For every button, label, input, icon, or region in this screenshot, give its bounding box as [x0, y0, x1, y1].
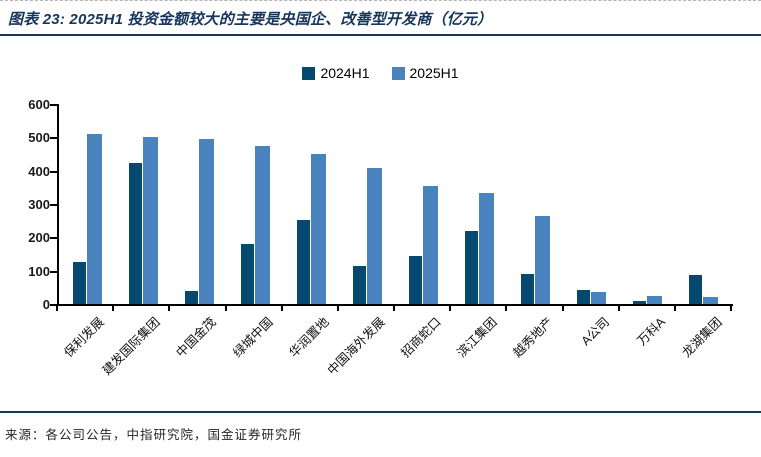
y-axis-line [57, 104, 59, 306]
bar-2024h1 [128, 162, 142, 304]
plot-area [59, 104, 731, 304]
y-tick-label: 300 [28, 197, 50, 212]
x-tick-mark [280, 306, 283, 311]
bar-2024h1 [688, 274, 702, 304]
bar-2025h1 [422, 186, 438, 304]
x-tick-mark [336, 306, 339, 311]
x-tick-mark [56, 306, 58, 311]
x-tick-mark [730, 306, 732, 311]
x-category-label: 中国金茂 [173, 314, 220, 361]
bar-2024h1 [632, 301, 646, 304]
bar-2024h1 [352, 265, 366, 304]
bar-2024h1 [240, 244, 254, 304]
x-category-label: 绿城中国 [230, 314, 276, 361]
y-tick-label: 400 [28, 163, 50, 179]
x-tick-mark [168, 306, 171, 311]
y-tick-mark [50, 270, 57, 273]
bar-2024h1 [184, 290, 198, 304]
x-tick-mark [393, 306, 395, 311]
y-tick-mark [50, 304, 57, 306]
bar-2025h1 [478, 192, 494, 304]
source-note: 来源：各公司公告，中指研究院，国金证券研究所 [5, 428, 303, 442]
bar-2024h1 [408, 255, 422, 304]
bar-2025h1 [534, 216, 550, 304]
bar-2024h1 [464, 230, 478, 304]
bar-2024h1 [576, 290, 590, 304]
x-category-label: 华润置地 [286, 314, 332, 361]
x-category-label: 建发国际集团 [100, 314, 163, 378]
x-tick-mark [112, 306, 115, 311]
bar-2024h1 [296, 219, 310, 304]
legend-swatch-2025h1-icon [391, 66, 405, 80]
y-tick-mark [50, 104, 57, 106]
bar-group [675, 104, 731, 304]
figure-title: 图表 23: 2025H1 投资金额较大的主要是央国企、改善型开发商（亿元） [8, 11, 493, 28]
bar-2024h1 [520, 273, 534, 304]
bar-group [227, 104, 283, 304]
y-tick-label: 600 [28, 97, 50, 112]
bar-2025h1 [366, 168, 382, 304]
bar-2025h1 [646, 295, 662, 304]
legend-item-2024h1: 2024H1 [302, 65, 370, 81]
y-tick-label: 0 [42, 297, 50, 312]
y-tick-mark [50, 137, 57, 140]
bar-group [171, 104, 227, 304]
bar-2025h1 [310, 154, 326, 304]
x-axis-line [57, 304, 733, 306]
x-tick-mark [673, 306, 676, 311]
bar-2025h1 [198, 139, 214, 304]
x-tick-mark [505, 306, 508, 311]
x-category-label: 龙湖集团 [679, 314, 725, 361]
x-tick-mark [224, 306, 227, 311]
x-category-label: 滨江集团 [454, 314, 500, 361]
x-category-label: 保利发展 [61, 314, 107, 361]
x-tick-mark [617, 306, 620, 311]
bar-2025h1 [86, 134, 102, 304]
bar-2025h1 [142, 137, 158, 304]
y-tick-label: 200 [28, 230, 50, 246]
y-tick-mark [50, 237, 57, 240]
x-category-label: 万科A [635, 314, 669, 349]
legend-label-2024h1: 2024H1 [320, 65, 370, 81]
title-divider [0, 34, 761, 36]
y-tick-label: 100 [28, 263, 50, 279]
chart-legend: 2024H1 2025H1 [0, 65, 761, 81]
bar-group [59, 104, 115, 304]
x-category-label: 越秀地产 [510, 314, 557, 361]
x-category-label: 招商蛇口 [398, 314, 444, 361]
x-category-label: 中国海外发展 [324, 314, 388, 378]
bar-group [283, 104, 339, 304]
y-tick-label: 500 [28, 130, 50, 146]
bar-2025h1 [254, 145, 270, 304]
x-category-label: A公司 [578, 314, 613, 349]
bar-2024h1 [72, 262, 86, 304]
x-tick-mark [449, 306, 452, 311]
x-tick-mark [561, 306, 564, 311]
legend-label-2025h1: 2025H1 [409, 65, 459, 81]
bar-group [339, 104, 395, 304]
bar-2025h1 [702, 297, 718, 304]
bar-group [563, 104, 619, 304]
legend-item-2025h1: 2025H1 [391, 65, 459, 81]
bar-group [451, 104, 507, 304]
bar-group [115, 104, 171, 304]
bar-2025h1 [590, 291, 606, 304]
bar-group [395, 104, 451, 304]
y-tick-mark [50, 204, 57, 206]
footer-divider [0, 411, 761, 413]
bar-group [619, 104, 675, 304]
bar-group [507, 104, 563, 304]
legend-swatch-2024h1-icon [302, 66, 316, 80]
y-tick-mark [50, 170, 57, 173]
